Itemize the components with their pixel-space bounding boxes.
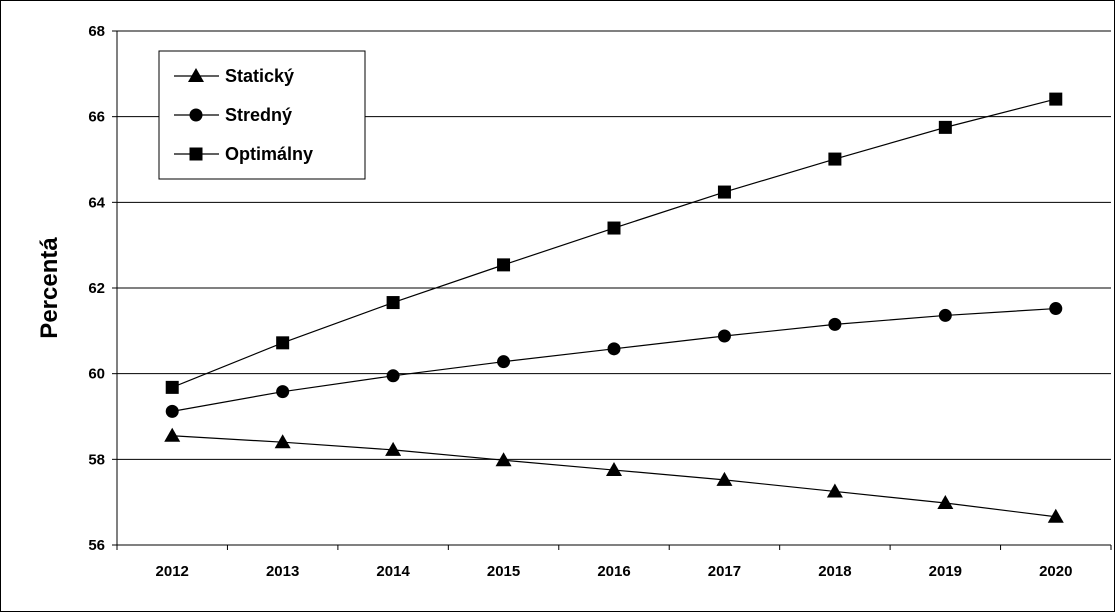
data-point-square-2020	[1049, 92, 1063, 106]
data-point-square-2019	[938, 120, 952, 134]
y-tick-label-64: 64	[88, 194, 105, 211]
data-point-triangle-2015	[495, 452, 512, 467]
data-point-circle-2018	[828, 317, 842, 331]
x-tick-label-2020: 2020	[1039, 563, 1072, 580]
data-point-triangle-2012	[164, 427, 181, 442]
x-tick-label-2017: 2017	[708, 563, 741, 580]
data-point-circle-2017	[717, 329, 731, 343]
legend-marker-triangle	[188, 68, 204, 82]
data-point-circle-2016	[607, 342, 621, 356]
data-point-square-2014	[386, 296, 400, 310]
legend-marker-circle	[189, 108, 203, 122]
x-tick-label-2012: 2012	[156, 563, 189, 580]
data-point-triangle-2017	[716, 471, 733, 486]
y-tick-label-66: 66	[88, 109, 105, 126]
data-point-square-2015	[497, 258, 511, 272]
x-tick-label-2018: 2018	[818, 563, 851, 580]
series	[164, 92, 1064, 523]
data-point-circle-2014	[386, 369, 400, 383]
data-point-circle-2015	[497, 355, 511, 369]
data-point-square-2016	[607, 221, 621, 235]
legend: Statický Stredný Optimálny	[158, 50, 366, 180]
data-point-triangle-2014	[385, 441, 402, 456]
x-tick-labels: 2012 2013 2014 2015 2016 2017 2018 2019 2020	[156, 563, 1073, 580]
data-point-triangle-2013	[274, 434, 291, 449]
x-tick-label-2016: 2016	[597, 563, 630, 580]
legend-label-square: Optimálny	[225, 144, 313, 164]
data-point-square-2017	[717, 185, 731, 199]
legend-label-circle: Stredný	[225, 105, 292, 125]
axes	[112, 30, 1112, 550]
series-line-circle	[172, 307, 1056, 412]
series-line-triangle	[172, 435, 1056, 518]
series-square	[165, 92, 1063, 394]
y-tick-label-68: 68	[88, 23, 105, 40]
data-point-square-2012	[165, 380, 179, 394]
x-tick-label-2019: 2019	[929, 563, 962, 580]
legend-label-triangle: Statický	[225, 66, 294, 86]
data-point-square-2013	[276, 336, 290, 350]
y-tick-label-58: 58	[88, 451, 105, 468]
data-point-circle-2012	[165, 404, 179, 418]
y-tick-label-60: 60	[88, 366, 105, 383]
data-point-triangle-2016	[606, 462, 622, 477]
data-point-triangle-2019	[937, 495, 954, 510]
legend-marker-square	[189, 147, 203, 161]
series-triangle	[164, 427, 1064, 523]
y-tick-label-56: 56	[88, 537, 105, 554]
y-axis-title: Percentá	[36, 237, 63, 339]
y-tick-labels: 56 58 60 62 64 66 68	[88, 23, 105, 554]
data-point-triangle-2020	[1047, 508, 1064, 523]
x-tick-label-2014: 2014	[376, 563, 410, 580]
data-point-circle-2013	[276, 385, 290, 399]
y-tick-label-62: 62	[88, 280, 105, 297]
x-tick-label-2013: 2013	[266, 563, 299, 580]
data-point-circle-2019	[938, 308, 952, 322]
x-tick-label-2015: 2015	[487, 563, 520, 580]
data-point-triangle-2018	[826, 483, 843, 498]
data-point-square-2018	[828, 152, 842, 166]
data-point-circle-2020	[1049, 302, 1063, 316]
series-circle	[165, 302, 1063, 418]
